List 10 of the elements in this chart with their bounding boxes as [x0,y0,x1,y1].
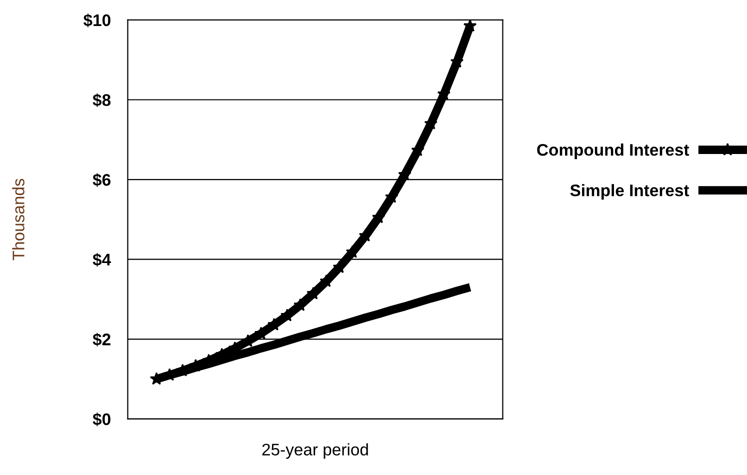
y-tick-label: $2 [92,332,110,346]
y-tick-label: $10 [83,14,110,28]
legend-label: Compound Interest [537,144,690,160]
y-tick-label: $6 [92,173,110,187]
y-axis-title: Thousands [12,178,24,260]
y-tick-label: $0 [92,412,110,426]
legend-label: Simple Interest [570,184,690,200]
x-axis-title: 25-year period [262,443,368,459]
y-tick-label: $8 [92,93,111,108]
y-tick-label: $4 [92,253,111,267]
